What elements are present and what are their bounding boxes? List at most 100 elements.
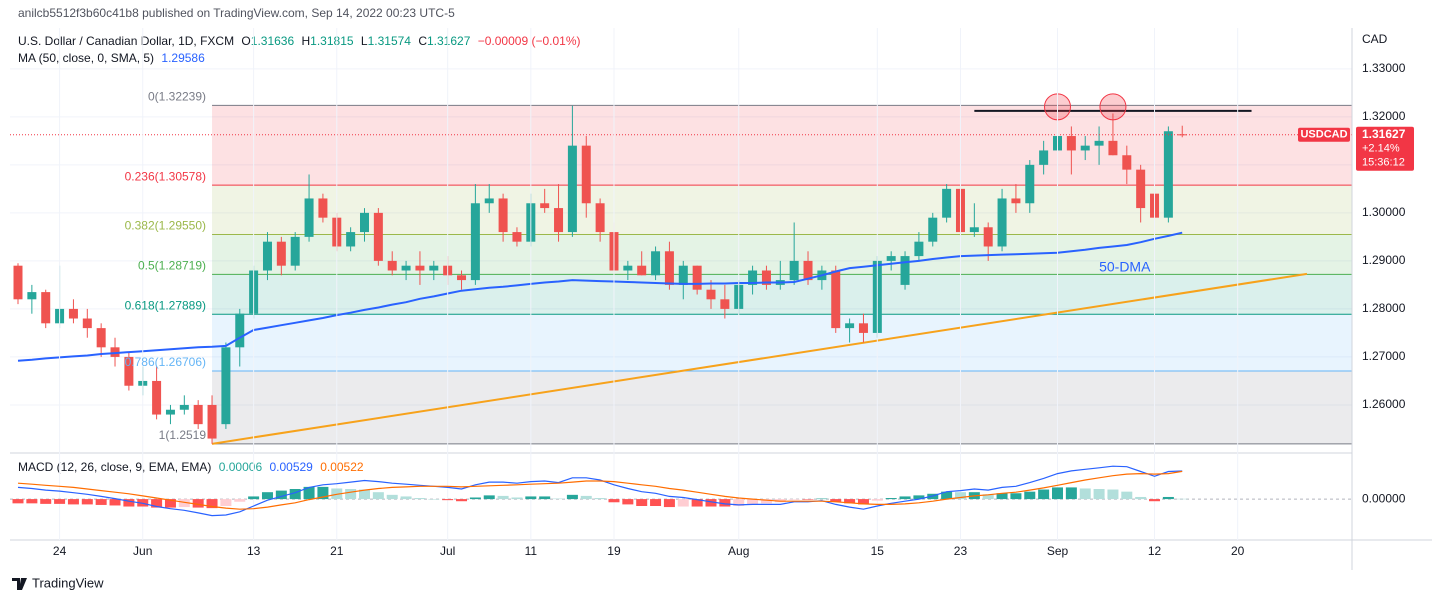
macd-histogram-bar (303, 486, 315, 500)
macd-histogram-bar (511, 497, 523, 500)
y-tick-label: 1.27000 (1362, 349, 1406, 363)
candle-body (845, 323, 855, 329)
candle-body (623, 265, 633, 271)
macd-histogram-bar (81, 499, 93, 505)
macd-histogram-bar (40, 499, 52, 504)
candle-body (914, 241, 924, 257)
candle-body (401, 265, 411, 271)
macd-histogram-bar (844, 499, 856, 504)
macd-histogram-bar (871, 499, 883, 501)
candle-body (1094, 140, 1104, 146)
candle-body (82, 318, 92, 329)
candle-body (68, 308, 78, 319)
macd-histogram-bar (747, 499, 759, 505)
candle-body (262, 241, 272, 271)
ma-value: 1.29586 (161, 51, 205, 65)
legend-macd: MACD (12, 26, close, 9, EMA, EMA) 0.0000… (18, 460, 364, 474)
candle-body (900, 256, 910, 285)
publisher: anilcb5512f3b60c41b8 published on Tradin… (18, 6, 455, 20)
x-tick-label: 12 (1148, 544, 1162, 558)
candle-body (748, 270, 758, 285)
symbol-tag (1298, 127, 1350, 142)
candle-body (415, 265, 425, 271)
macd-value: 0.00529 (269, 460, 313, 474)
macd-histogram-bar (67, 499, 79, 505)
candle-body (457, 275, 467, 281)
ma-label: MA (50, close, 0, SMA, 5) (18, 51, 154, 65)
y-tick-label: 1.26000 (1362, 397, 1406, 411)
y-tick-label: 1.32000 (1362, 109, 1406, 123)
candle-body (942, 188, 952, 218)
candle-body (969, 227, 979, 233)
macd-histogram-bar (899, 496, 911, 500)
candle-body (512, 232, 522, 242)
candle-body (387, 260, 397, 271)
candle-body (1025, 164, 1035, 204)
candle-body (1163, 131, 1173, 218)
macd-histogram-bar (428, 499, 440, 500)
signal-line (17, 470, 1183, 510)
candle-body (858, 323, 868, 333)
macd-line (17, 465, 1183, 517)
macd-histogram-bar (677, 499, 689, 507)
macd-histogram-bar (54, 499, 66, 504)
ohlc-letter: L (361, 34, 368, 48)
candle-body (554, 208, 564, 233)
x-tick-label: 11 (525, 544, 538, 558)
ma-line (17, 231, 1183, 362)
macd-plot (12, 465, 1188, 517)
macd-histogram-bar (788, 499, 800, 500)
price-plot (10, 68, 1352, 445)
candle-body (484, 198, 494, 204)
macd-histogram-bar (553, 498, 565, 500)
candle-body (581, 145, 591, 204)
candle-body (41, 292, 51, 324)
candle-body (1066, 136, 1076, 151)
candle-body (1177, 134, 1187, 136)
macd-histogram-bar (95, 499, 107, 505)
fib-zone (212, 314, 1352, 372)
macd-histogram-bar (802, 499, 814, 500)
macd-histogram-bar (913, 495, 925, 500)
fib-label: 0.618(1.27889) (125, 298, 206, 312)
macd-histogram-bar (261, 492, 273, 500)
fib-zone (212, 234, 1352, 275)
annotation: 50-DMA (1099, 259, 1151, 275)
macd-histogram-bar (1079, 488, 1091, 500)
macd-histogram-bar (1010, 493, 1022, 500)
macd-histogram-bar (705, 499, 717, 507)
x-tick-label: 23 (954, 544, 968, 558)
y-tick-label: 1.28000 (1362, 301, 1406, 315)
candle-body (637, 265, 647, 276)
legend-symbol: U.S. Dollar / Canadian Dollar, 1D, FXCM … (18, 34, 580, 48)
macd-histogram-bar (830, 499, 842, 502)
macd-histogram-bar (954, 492, 966, 500)
price-tag-change: +2.14% (1362, 143, 1400, 155)
hist-value: 0.00006 (219, 460, 263, 474)
macd-histogram-bar (525, 496, 537, 500)
candle-body (27, 292, 37, 300)
x-tick-label: 13 (247, 544, 261, 558)
candle-body (124, 356, 134, 386)
macd-histogram-bar (1121, 491, 1133, 500)
candle-body (803, 260, 813, 281)
ohlc-value: 1.31636 (251, 34, 295, 48)
candle-body (1039, 150, 1049, 165)
candle-body (761, 270, 771, 285)
macd-histogram-bar (982, 494, 994, 500)
footer-brand: TradingView (32, 575, 104, 590)
macd-histogram-bar (345, 489, 357, 500)
x-tick-label: 19 (607, 544, 621, 558)
macd-histogram-bar (317, 486, 329, 500)
macd-histogram-bar (123, 499, 135, 507)
ohlc-value: 1.31574 (368, 34, 412, 48)
macd-label: MACD (12, 26, close, 9, EMA, EMA) (18, 460, 211, 474)
price-tag (1356, 126, 1414, 171)
candle-body (1011, 198, 1021, 204)
macd-histogram-bar (941, 491, 953, 500)
macd-histogram-bar (220, 499, 232, 506)
ohlc-letter: C (418, 34, 427, 48)
macd-histogram-bar (622, 499, 634, 505)
y-tick-label: 1.29000 (1362, 253, 1406, 267)
